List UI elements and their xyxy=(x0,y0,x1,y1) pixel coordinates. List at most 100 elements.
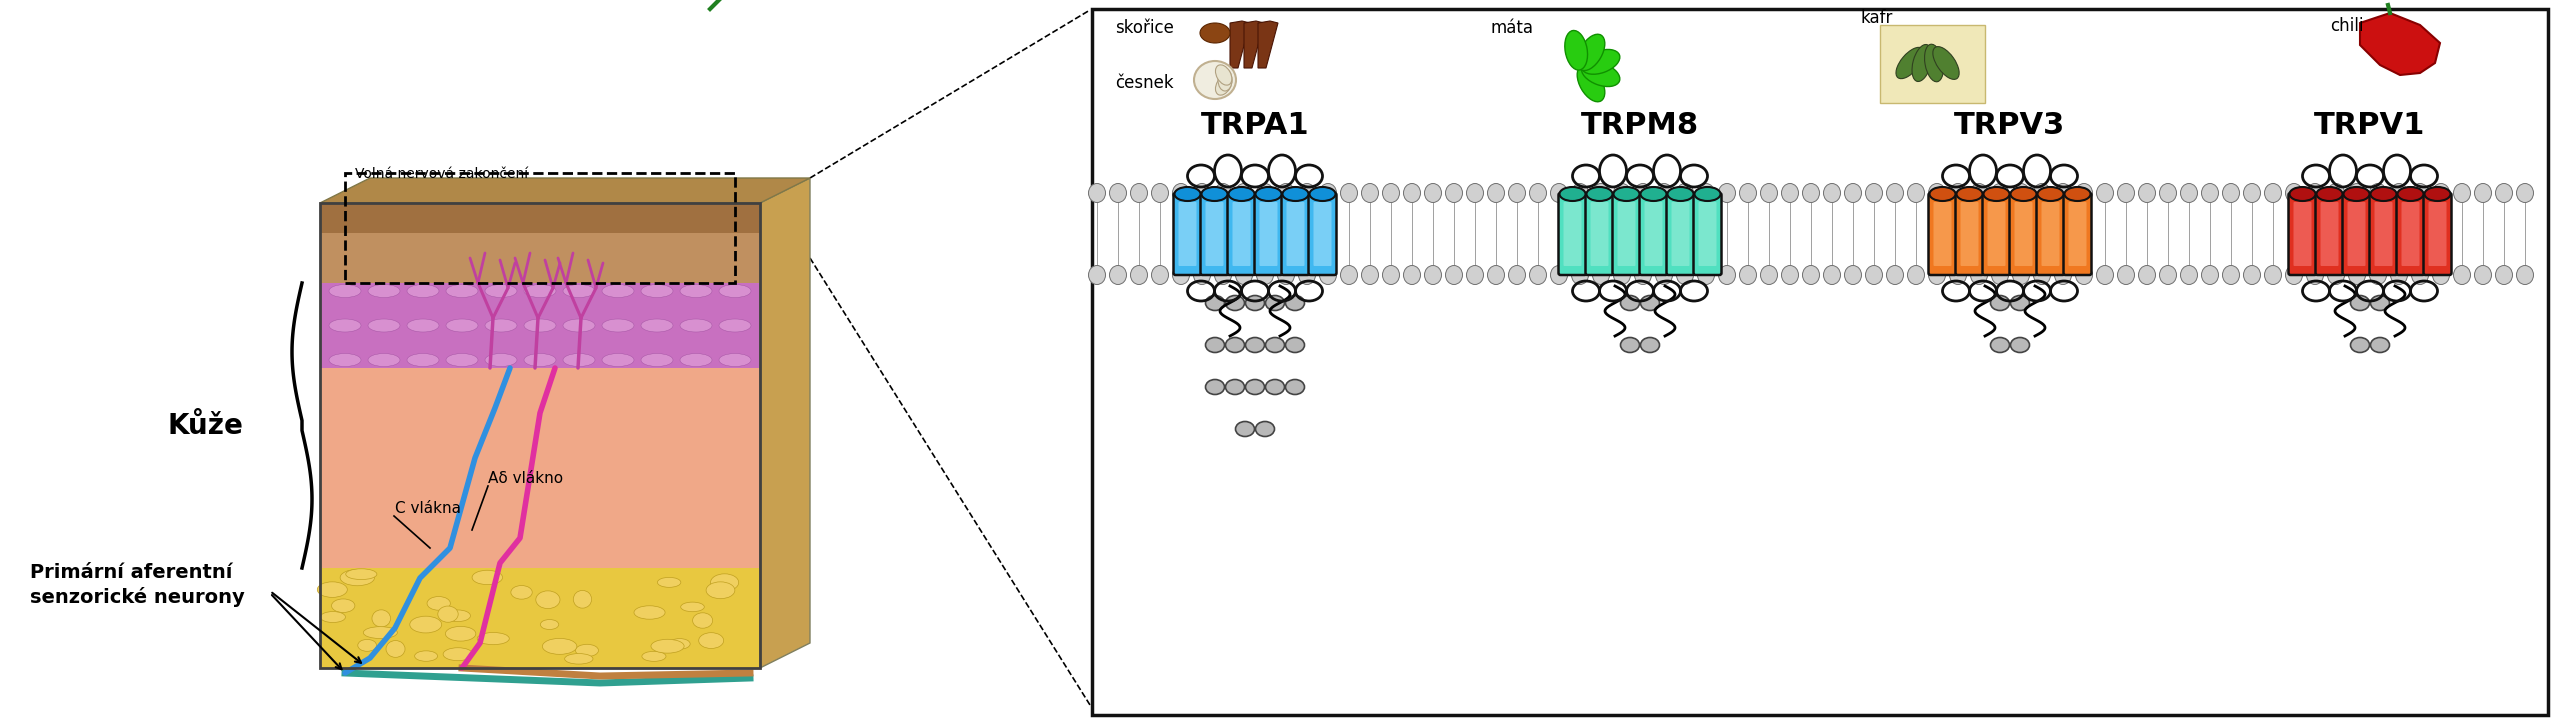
Ellipse shape xyxy=(1226,296,1244,310)
FancyBboxPatch shape xyxy=(1226,193,1254,275)
Ellipse shape xyxy=(1559,187,1585,201)
Ellipse shape xyxy=(1247,338,1265,353)
Polygon shape xyxy=(320,568,760,668)
Ellipse shape xyxy=(1172,265,1190,284)
Ellipse shape xyxy=(484,319,517,332)
Ellipse shape xyxy=(563,319,594,332)
Ellipse shape xyxy=(2181,184,2196,202)
FancyBboxPatch shape xyxy=(2038,193,2063,275)
Ellipse shape xyxy=(2391,265,2406,284)
Ellipse shape xyxy=(1577,65,1605,102)
Ellipse shape xyxy=(484,284,517,297)
Ellipse shape xyxy=(2412,265,2429,284)
Ellipse shape xyxy=(1971,184,1987,202)
Ellipse shape xyxy=(1193,61,1236,99)
Ellipse shape xyxy=(330,354,361,367)
Ellipse shape xyxy=(1206,296,1224,310)
Ellipse shape xyxy=(1928,184,1946,202)
Ellipse shape xyxy=(2222,265,2240,284)
FancyBboxPatch shape xyxy=(1172,193,1201,275)
FancyBboxPatch shape xyxy=(1695,193,1720,275)
Ellipse shape xyxy=(1152,265,1167,284)
Ellipse shape xyxy=(1467,265,1482,284)
Ellipse shape xyxy=(635,606,666,619)
FancyBboxPatch shape xyxy=(1231,202,1249,266)
Text: Volná nervová zakončení: Volná nervová zakončení xyxy=(356,167,527,181)
Ellipse shape xyxy=(602,284,635,297)
FancyBboxPatch shape xyxy=(1961,202,1979,266)
Ellipse shape xyxy=(2371,338,2388,353)
Text: kafr: kafr xyxy=(1861,9,1892,27)
Ellipse shape xyxy=(1403,265,1421,284)
Ellipse shape xyxy=(2412,184,2429,202)
Text: Kůže: Kůže xyxy=(166,411,243,440)
FancyBboxPatch shape xyxy=(1559,193,1587,275)
Ellipse shape xyxy=(1487,265,1505,284)
Ellipse shape xyxy=(1613,265,1631,284)
Ellipse shape xyxy=(2117,265,2135,284)
Ellipse shape xyxy=(2286,184,2301,202)
FancyBboxPatch shape xyxy=(1644,202,1661,266)
Ellipse shape xyxy=(1423,265,1441,284)
Ellipse shape xyxy=(2432,184,2450,202)
FancyBboxPatch shape xyxy=(1590,202,1608,266)
Ellipse shape xyxy=(1677,265,1695,284)
Ellipse shape xyxy=(668,638,691,649)
Ellipse shape xyxy=(2317,187,2342,201)
Ellipse shape xyxy=(2496,184,2511,202)
Ellipse shape xyxy=(371,609,392,627)
Polygon shape xyxy=(1257,21,1277,68)
Ellipse shape xyxy=(2012,265,2030,284)
Ellipse shape xyxy=(1201,187,1226,201)
Ellipse shape xyxy=(1577,34,1605,71)
FancyBboxPatch shape xyxy=(2348,202,2365,266)
Ellipse shape xyxy=(2076,265,2092,284)
Ellipse shape xyxy=(407,319,438,332)
Text: chili: chili xyxy=(2330,17,2363,35)
Ellipse shape xyxy=(1564,30,1587,70)
Polygon shape xyxy=(320,233,760,283)
Ellipse shape xyxy=(2476,265,2491,284)
Ellipse shape xyxy=(1257,265,1272,284)
Text: TRPA1: TRPA1 xyxy=(1201,111,1308,140)
Ellipse shape xyxy=(1247,380,1265,395)
Ellipse shape xyxy=(535,591,561,609)
Ellipse shape xyxy=(1247,296,1265,310)
Ellipse shape xyxy=(2307,184,2324,202)
FancyBboxPatch shape xyxy=(1288,202,1306,266)
Ellipse shape xyxy=(1925,44,1943,82)
Ellipse shape xyxy=(346,569,376,580)
Ellipse shape xyxy=(1277,184,1295,202)
Ellipse shape xyxy=(2424,187,2450,201)
Ellipse shape xyxy=(1108,265,1126,284)
Ellipse shape xyxy=(2350,338,2371,353)
Ellipse shape xyxy=(1846,184,1861,202)
Ellipse shape xyxy=(1971,265,1987,284)
FancyBboxPatch shape xyxy=(1928,193,1956,275)
FancyBboxPatch shape xyxy=(2314,193,2342,275)
Ellipse shape xyxy=(2010,296,2030,310)
Ellipse shape xyxy=(1382,184,1400,202)
Ellipse shape xyxy=(2399,187,2424,201)
FancyBboxPatch shape xyxy=(1618,202,1636,266)
Ellipse shape xyxy=(1613,184,1631,202)
Ellipse shape xyxy=(1907,184,1925,202)
FancyBboxPatch shape xyxy=(1201,193,1229,275)
Ellipse shape xyxy=(407,284,438,297)
Ellipse shape xyxy=(330,284,361,297)
Ellipse shape xyxy=(1265,338,1285,353)
Ellipse shape xyxy=(1298,265,1316,284)
Ellipse shape xyxy=(1592,265,1610,284)
Ellipse shape xyxy=(1930,187,1956,201)
Ellipse shape xyxy=(681,284,712,297)
FancyBboxPatch shape xyxy=(2424,193,2452,275)
Ellipse shape xyxy=(1551,265,1567,284)
Ellipse shape xyxy=(1254,187,1283,201)
Ellipse shape xyxy=(333,599,356,612)
Ellipse shape xyxy=(1641,338,1659,353)
Ellipse shape xyxy=(445,319,479,332)
Ellipse shape xyxy=(1193,184,1211,202)
Ellipse shape xyxy=(1782,184,1800,202)
Ellipse shape xyxy=(2117,184,2135,202)
Ellipse shape xyxy=(2342,187,2371,201)
